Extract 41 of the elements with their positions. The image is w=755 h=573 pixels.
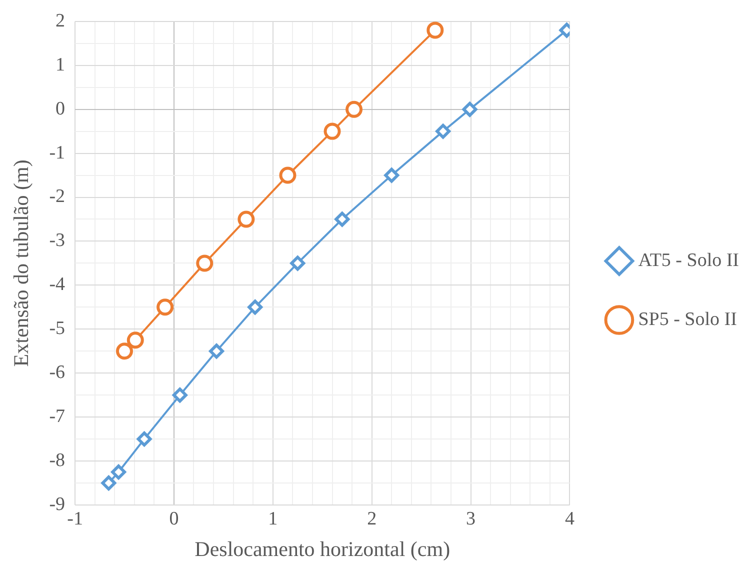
y-tick-label: -6 xyxy=(49,362,66,384)
point xyxy=(101,476,116,491)
y-axis-title: Extensão do tubulão (m) xyxy=(9,160,34,367)
point xyxy=(279,166,296,184)
y-tick-label: -2 xyxy=(49,186,66,208)
x-tick-label: 4 xyxy=(564,508,575,530)
x-tick-label: 1 xyxy=(268,508,278,530)
x-tick-label: 2 xyxy=(367,508,377,530)
x-axis-title: Deslocamento horizontal (cm) xyxy=(194,536,450,561)
point xyxy=(196,254,214,272)
point xyxy=(248,300,263,315)
y-tick-label: 1 xyxy=(56,54,66,76)
y-tick-label: -8 xyxy=(49,450,66,472)
y-tick-label: -7 xyxy=(49,406,66,428)
y-tick-label: -5 xyxy=(49,318,66,340)
point xyxy=(462,102,478,117)
point xyxy=(346,100,363,118)
point xyxy=(156,298,174,316)
y-tick-label: 0 xyxy=(56,98,66,120)
point xyxy=(126,332,144,349)
y-tick-label: -1 xyxy=(49,142,66,164)
point xyxy=(136,432,152,447)
point xyxy=(426,22,444,39)
y-tick-label: -4 xyxy=(49,274,66,296)
point xyxy=(290,256,306,271)
point xyxy=(324,122,341,140)
y-tick-label: -3 xyxy=(49,230,66,252)
x-tick-label: 3 xyxy=(466,508,476,530)
y-tick-label: 2 xyxy=(56,10,66,32)
point xyxy=(238,210,255,228)
x-tick-label: 0 xyxy=(169,508,179,530)
point xyxy=(334,212,350,227)
point xyxy=(116,342,133,360)
point xyxy=(172,388,188,403)
point xyxy=(384,168,400,183)
legend-label: AT5 - Solo II xyxy=(638,250,740,271)
y-tick-label: -9 xyxy=(49,494,66,515)
point xyxy=(209,344,224,359)
legend-label: SP5 - Solo II xyxy=(638,308,737,330)
point xyxy=(436,124,451,139)
point xyxy=(111,464,126,480)
